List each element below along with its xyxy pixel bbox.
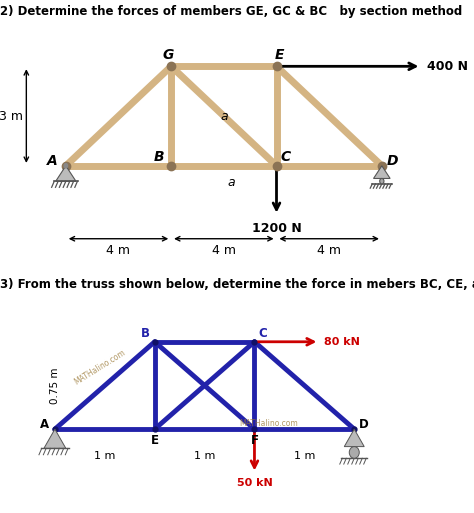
Text: C: C: [281, 150, 291, 165]
Text: 50 kN: 50 kN: [237, 478, 273, 488]
Polygon shape: [44, 429, 66, 448]
Text: 1 m: 1 m: [94, 451, 116, 461]
Text: 80 kN: 80 kN: [324, 337, 360, 347]
Text: G: G: [163, 48, 174, 62]
Text: C: C: [258, 327, 267, 340]
Text: 4 m: 4 m: [212, 244, 236, 257]
Text: A: A: [40, 418, 49, 431]
Text: 1 m: 1 m: [194, 451, 215, 461]
Text: 1200 N: 1200 N: [252, 222, 301, 235]
Polygon shape: [56, 166, 76, 181]
Text: B: B: [141, 327, 150, 340]
Text: B: B: [154, 150, 164, 165]
Polygon shape: [374, 166, 390, 179]
Text: MATHalino.com: MATHalino.com: [239, 419, 298, 428]
Text: 2) Determine the forces of members GE, GC & BC   by section method: 2) Determine the forces of members GE, G…: [0, 5, 462, 18]
Text: 0.75 m: 0.75 m: [50, 367, 60, 404]
Text: F: F: [250, 435, 258, 447]
Text: A: A: [47, 154, 58, 168]
Text: 4 m: 4 m: [317, 244, 341, 257]
Text: E: E: [151, 435, 159, 447]
Polygon shape: [344, 429, 364, 447]
Text: 4 m: 4 m: [107, 244, 130, 257]
Text: D: D: [387, 154, 398, 168]
Text: a: a: [220, 110, 228, 123]
Text: 3) From the truss shown below, determine the force in mebers BC, CE, and EF.: 3) From the truss shown below, determine…: [0, 278, 474, 291]
Circle shape: [349, 447, 359, 458]
Text: D: D: [359, 418, 369, 431]
Text: MATHalino.com: MATHalino.com: [73, 348, 128, 387]
Text: 1 m: 1 m: [294, 451, 315, 461]
Text: 3 m: 3 m: [0, 110, 23, 123]
Text: E: E: [274, 48, 284, 62]
Circle shape: [380, 179, 384, 184]
Text: 400 N: 400 N: [427, 60, 467, 73]
Text: a: a: [228, 176, 236, 189]
Circle shape: [64, 164, 68, 168]
